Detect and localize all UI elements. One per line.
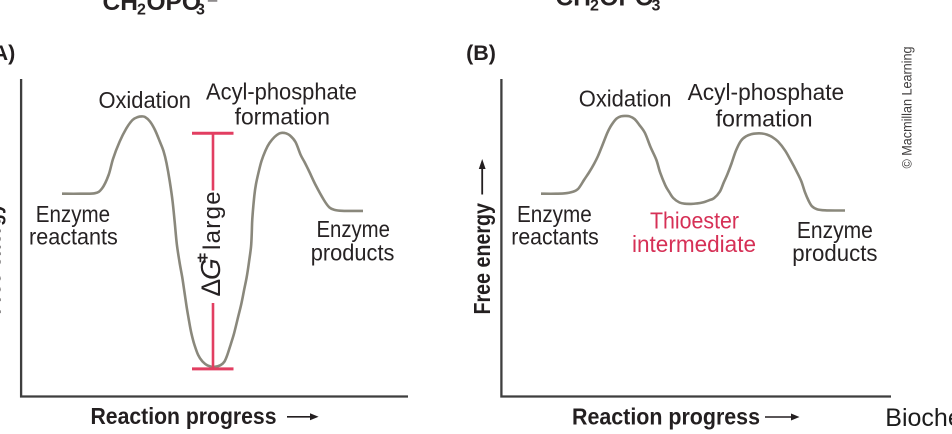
svg-text:Enzyme: Enzyme xyxy=(36,201,110,227)
svg-text:Enzyme: Enzyme xyxy=(517,201,592,227)
svg-text:reactants: reactants xyxy=(29,224,118,250)
svg-text:formation: formation xyxy=(716,106,813,132)
svg-text:Δ: Δ xyxy=(196,279,226,297)
svg-text:G: G xyxy=(195,258,226,280)
svg-text:Enzyme: Enzyme xyxy=(316,216,390,242)
svg-text:(B): (B) xyxy=(466,41,496,65)
svg-text:© Macmillan Learning: © Macmillan Learning xyxy=(900,47,915,169)
svg-text:products: products xyxy=(311,240,395,266)
svg-text:products: products xyxy=(792,240,877,266)
svg-text:Reaction progress: Reaction progress xyxy=(572,403,760,429)
svg-text:reactants: reactants xyxy=(511,223,599,249)
svg-text:Free energy: Free energy xyxy=(0,203,6,315)
svg-text:formation: formation xyxy=(235,104,330,130)
svg-text:Reaction progress: Reaction progress xyxy=(91,403,277,429)
svg-text:large: large xyxy=(199,190,226,250)
svg-text:Free energy: Free energy xyxy=(469,203,495,315)
svg-text:CH: CH xyxy=(556,0,591,12)
svg-text:Oxidation: Oxidation xyxy=(579,86,672,112)
svg-text:OPO: OPO xyxy=(600,0,654,12)
svg-text:CH: CH xyxy=(103,0,138,16)
svg-text:2: 2 xyxy=(590,0,599,14)
svg-text:Oxidation: Oxidation xyxy=(98,87,191,113)
svg-text:Acyl-phosphate: Acyl-phosphate xyxy=(688,79,845,105)
svg-text:intermediate: intermediate xyxy=(632,231,756,257)
svg-text:(A): (A) xyxy=(0,41,15,65)
svg-text:3: 3 xyxy=(652,0,661,14)
svg-text:OPO: OPO xyxy=(147,0,201,16)
svg-text:Enzyme: Enzyme xyxy=(797,217,873,243)
svg-text:Thioester: Thioester xyxy=(650,208,739,234)
svg-text:3: 3 xyxy=(196,2,205,19)
svg-text:Bioche: Bioche xyxy=(885,404,952,432)
svg-text:Acyl-phosphate: Acyl-phosphate xyxy=(206,79,357,105)
svg-text:2: 2 xyxy=(137,2,146,19)
